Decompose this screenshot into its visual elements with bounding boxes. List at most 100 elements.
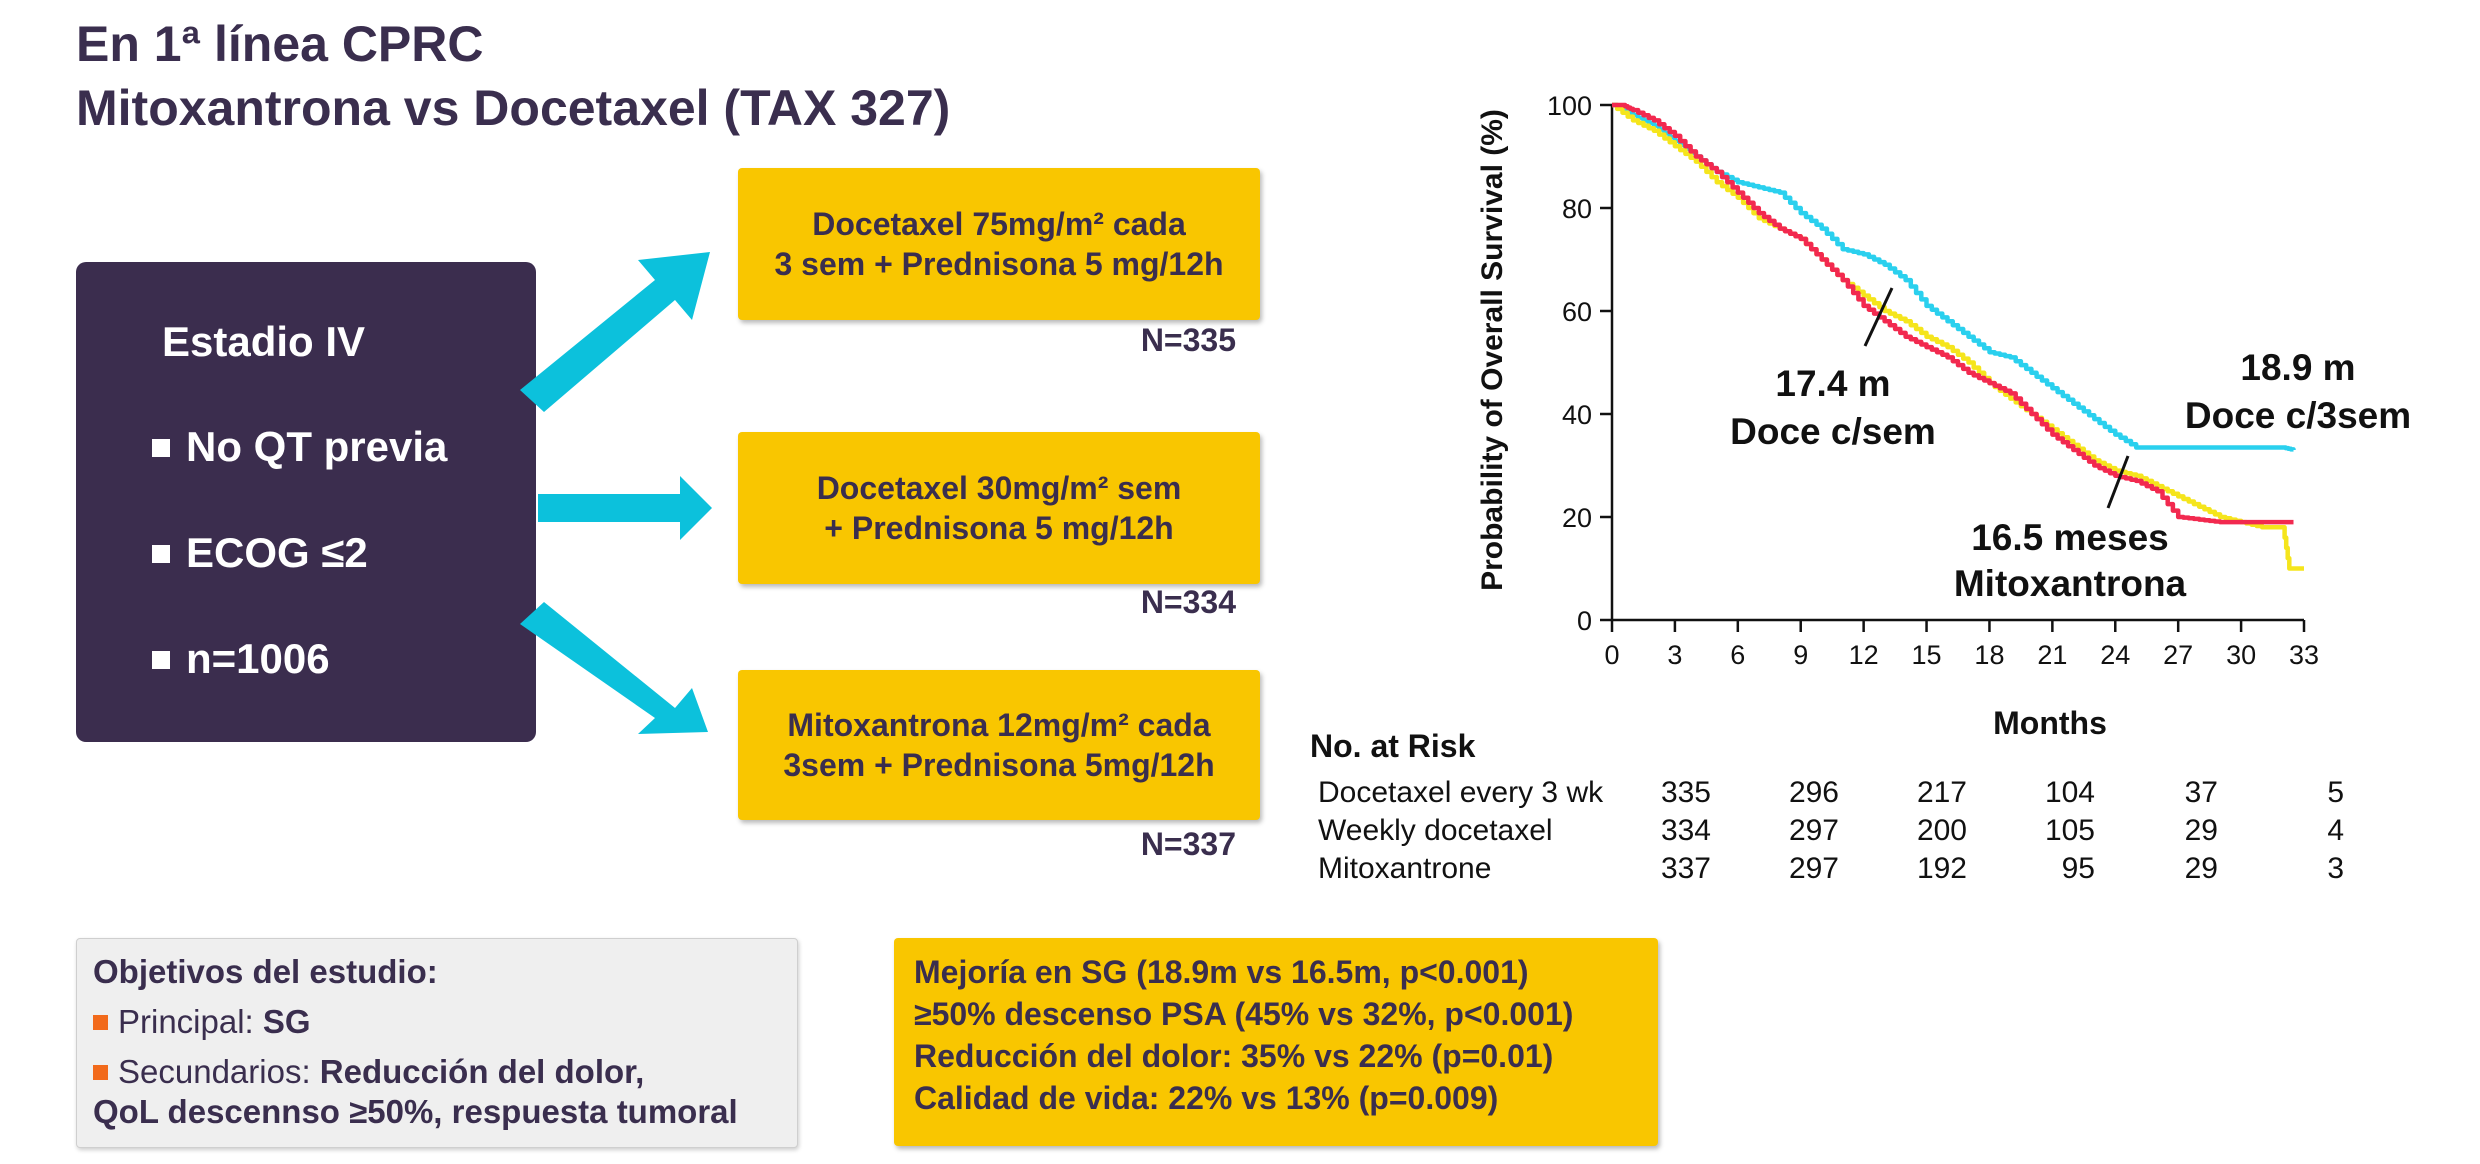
annotation-leader-line — [1863, 287, 1894, 347]
x-tick-label: 9 — [1793, 640, 1808, 670]
x-tick-label: 24 — [2100, 640, 2130, 670]
criteria-text: ECOG ≤2 — [186, 529, 368, 576]
criteria-item: No QT previa — [152, 422, 447, 528]
risk-cell: 297 — [1788, 814, 1839, 847]
criteria-item: n=1006 — [152, 634, 447, 740]
risk-cell: 29 — [2184, 814, 2218, 847]
arm-line: Docetaxel 75mg/m² cada — [812, 206, 1186, 242]
series-line-mito — [1612, 102, 2294, 525]
y-tick-label: 20 — [1562, 503, 1592, 533]
x-tick-label: 21 — [2037, 640, 2067, 670]
x-tick-label: 33 — [2289, 640, 2319, 670]
risk-cell: 5 — [2327, 776, 2344, 809]
arm-line: 3 sem + Prednisona 5 mg/12h — [774, 246, 1224, 282]
annotation-weekly-median: 17.4 m — [1775, 363, 1890, 404]
objective-primary-value: SG — [262, 1003, 311, 1040]
objective-secondary-continued: QoL descennso ≥50%, respuesta tumoral — [93, 1093, 738, 1130]
risk-row-label: Docetaxel every 3 wk — [1318, 776, 1604, 809]
annotation-weekly-label: Doce c/sem — [1730, 411, 1936, 452]
risk-cell: 217 — [1916, 776, 1967, 809]
square-bullet-icon — [152, 438, 170, 457]
objective-secondary-label: Secundarios: — [118, 1053, 320, 1090]
x-axis-label: Months — [1993, 705, 2107, 741]
chart-axes: 0 20 40 60 80 100 0 3 6 9 12 15 18 21 24 27 30 33 — [1547, 91, 2319, 670]
risk-cell: 200 — [1916, 814, 1967, 847]
risk-cell: 297 — [1788, 852, 1839, 885]
x-tick-label: 15 — [1912, 640, 1942, 670]
arm-n-label: N=335 — [1140, 322, 1236, 358]
objective-primary: Principal: SG — [93, 1003, 311, 1041]
annotation-q3w-median: 18.9 m — [2240, 347, 2355, 388]
criteria-item: ECOG ≤2 — [152, 528, 447, 634]
risk-cell: 335 — [1660, 776, 1711, 809]
y-tick-label: 80 — [1562, 194, 1592, 224]
risk-row-label: Weekly docetaxel — [1318, 814, 1553, 847]
randomization-arrows — [520, 252, 712, 734]
arrow-right-icon — [538, 476, 712, 540]
annotation-mito-median: 16.5 meses — [1971, 517, 2169, 558]
result-line: ≥50% descenso PSA (45% vs 32%, p<0.001) — [914, 996, 1574, 1032]
stage-heading: Estadio IV — [162, 318, 366, 365]
square-bullet-icon — [152, 650, 170, 669]
risk-cell: 334 — [1660, 814, 1711, 847]
arm-line: 3sem + Prednisona 5mg/12h — [783, 747, 1215, 783]
objectives-title: Objetivos del estudio: — [93, 953, 438, 990]
x-tick-label: 12 — [1849, 640, 1879, 670]
risk-cell: 104 — [2044, 776, 2095, 809]
result-line: Reducción del dolor: 35% vs 22% (p=0.01) — [914, 1038, 1554, 1074]
x-tick-label: 3 — [1667, 640, 1682, 670]
x-tick-label: 6 — [1730, 640, 1745, 670]
risk-cell: 29 — [2184, 852, 2218, 885]
x-tick-label: 0 — [1604, 640, 1619, 670]
annotation-mito-label: Mitoxantrona — [1954, 563, 2187, 604]
objective-primary-label: Principal: — [118, 1003, 263, 1040]
objective-secondary-value: Reducción del dolor, — [319, 1053, 645, 1090]
y-tick-label: 40 — [1562, 400, 1592, 430]
result-line: Mejoría en SG (18.9m vs 16.5m, p<0.001) — [914, 954, 1529, 990]
arm-n-label: N=334 — [1140, 584, 1236, 620]
arrow-down-right-icon — [520, 602, 708, 734]
y-axis-label: Probability of Overall Survival (%) — [1476, 109, 1509, 591]
chart-series — [1612, 102, 2304, 571]
results-box: Mejoría en SG (18.9m vs 16.5m, p<0.001) … — [894, 938, 1658, 1146]
annotation-leader-line — [2106, 455, 2130, 509]
criteria-text: n=1006 — [186, 635, 330, 682]
arm-line: Mitoxantrona 12mg/m² cada — [787, 707, 1211, 743]
risk-cell: 95 — [2061, 852, 2095, 885]
risk-cell: 337 — [1660, 852, 1711, 885]
risk-row-label: Mitoxantrone — [1318, 852, 1492, 885]
page-title-line1: En 1ª línea CPRC — [76, 16, 484, 72]
arm-docetaxel-weekly: Docetaxel 30mg/m² sem + Prednisona 5 mg/… — [738, 432, 1260, 584]
risk-cell: 192 — [1916, 852, 1967, 885]
result-line: Calidad de vida: 22% vs 13% (p=0.009) — [914, 1080, 1499, 1116]
study-objectives-box: Objetivos del estudio: Principal: SG Sec… — [76, 938, 798, 1148]
risk-cell: 105 — [2044, 814, 2095, 847]
arm-line: Docetaxel 30mg/m² sem — [816, 470, 1182, 506]
square-bullet-icon — [152, 544, 170, 563]
objective-secondary: Secundarios: Reducción del dolor, — [93, 1053, 644, 1091]
page-title-line2: Mitoxantrona vs Docetaxel (TAX 327) — [76, 80, 951, 136]
series-line-weekly — [1612, 102, 2304, 571]
inclusion-criteria-box: Estadio IV No QT previa ECOG ≤2 n=1006 — [76, 262, 536, 742]
arm-docetaxel-q3w: Docetaxel 75mg/m² cada 3 sem + Prednison… — [738, 168, 1260, 320]
risk-table-title: No. at Risk — [1310, 728, 1476, 764]
x-tick-label: 30 — [2226, 640, 2256, 670]
x-tick-label: 27 — [2163, 640, 2193, 670]
risk-cell: 37 — [2184, 776, 2218, 809]
y-tick-label: 100 — [1547, 91, 1592, 121]
x-tick-label: 18 — [1974, 640, 2004, 670]
y-tick-label: 60 — [1562, 297, 1592, 327]
criteria-list: No QT previa ECOG ≤2 n=1006 — [152, 422, 447, 740]
arm-line: + Prednisona 5 mg/12h — [824, 510, 1174, 546]
arm-mitoxantrone: Mitoxantrona 12mg/m² cada 3sem + Prednis… — [738, 670, 1260, 820]
risk-cell: 4 — [2327, 814, 2344, 847]
risk-cell: 3 — [2327, 852, 2344, 885]
orange-square-bullet-icon — [93, 1064, 108, 1080]
survival-chart: 0 20 40 60 80 100 0 3 6 9 12 15 18 21 24 27 30 33 Probabi… — [1476, 91, 2411, 741]
y-tick-label: 0 — [1577, 606, 1592, 636]
criteria-text: No QT previa — [186, 423, 448, 470]
risk-cell: 296 — [1788, 776, 1839, 809]
arrow-up-right-icon — [520, 252, 710, 412]
annotation-q3w-label: Doce c/3sem — [2185, 395, 2411, 436]
arm-n-label: N=337 — [1140, 826, 1236, 862]
